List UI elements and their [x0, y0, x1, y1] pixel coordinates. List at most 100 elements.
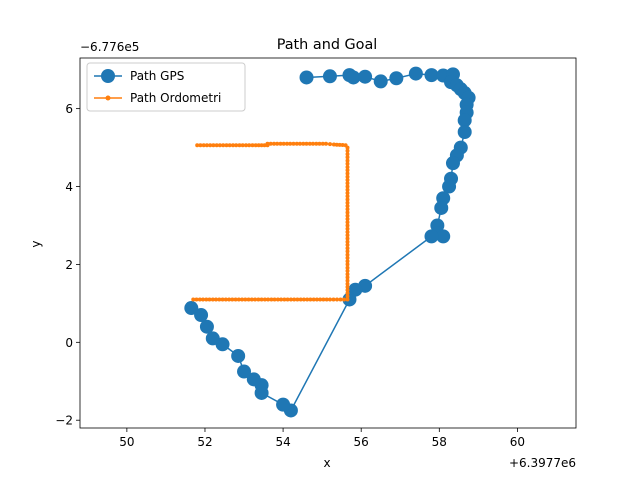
data-point: [224, 143, 229, 148]
data-point: [262, 143, 267, 148]
data-point: [335, 297, 339, 302]
y-axis: −2 0 2 4 6: [55, 102, 80, 428]
data-point: [246, 372, 261, 387]
data-point: [227, 143, 232, 148]
data-point: [194, 308, 209, 323]
data-point: [311, 141, 315, 146]
data-point: [214, 143, 219, 148]
data-point: [253, 143, 258, 148]
x-tick-label: 56: [354, 435, 369, 449]
data-point: [288, 297, 293, 302]
data-point: [345, 217, 350, 221]
data-point: [217, 297, 222, 302]
data-point: [345, 272, 350, 277]
data-point: [457, 113, 472, 128]
data-point: [442, 179, 457, 194]
data-point: [199, 319, 214, 334]
data-point: [346, 70, 361, 85]
data-point: [345, 152, 350, 157]
data-point: [322, 69, 337, 84]
data-point: [345, 226, 350, 231]
y-tick-label: 6: [65, 102, 73, 116]
y-tick-label: −2: [55, 414, 73, 428]
plot-area: [79, 57, 577, 429]
data-point: [217, 143, 222, 148]
data-point: [324, 297, 329, 302]
data-point: [278, 141, 283, 146]
data-point: [275, 141, 280, 146]
data-point: [345, 233, 350, 238]
data-point: [345, 197, 350, 202]
data-point: [345, 223, 350, 228]
data-point: [345, 178, 350, 182]
data-point: [276, 397, 291, 412]
data-point: [457, 125, 472, 139]
data-point: [340, 143, 345, 147]
data-point: [345, 255, 350, 260]
data-point: [345, 294, 350, 299]
data-point: [205, 331, 220, 346]
legend-marker-gps: [101, 69, 115, 83]
data-point: [345, 268, 350, 273]
data-point: [233, 297, 238, 302]
data-point: [345, 230, 350, 234]
y-tick-label: 4: [65, 180, 73, 194]
data-point: [285, 141, 289, 146]
data-point: [279, 297, 284, 302]
data-point: [408, 66, 423, 81]
data-point: [305, 297, 310, 302]
data-point: [223, 297, 228, 302]
chart-title: Path and Goal: [277, 37, 378, 53]
data-point: [436, 229, 451, 244]
data-point: [231, 143, 235, 148]
x-tick-label: 54: [275, 435, 290, 449]
data-point: [345, 171, 350, 176]
data-point: [198, 143, 203, 148]
data-point: [345, 220, 350, 225]
data-point: [345, 194, 350, 199]
data-point: [234, 143, 239, 148]
data-point: [240, 297, 245, 302]
data-point: [220, 297, 225, 302]
data-point: [320, 141, 325, 146]
data-point: [246, 297, 251, 302]
data-point: [345, 174, 350, 179]
x-axis: 50 52 54 56 58 60: [119, 428, 525, 449]
legend-box: [86, 62, 246, 112]
data-point: [314, 141, 319, 146]
data-point: [272, 297, 277, 302]
data-point: [201, 297, 205, 302]
data-point: [191, 297, 196, 302]
data-point: [311, 297, 316, 302]
x-offset-label: +6.3977e6: [509, 456, 576, 470]
data-point: [236, 297, 241, 302]
data-point: [243, 297, 248, 302]
data-point: [345, 275, 350, 280]
data-point: [328, 297, 332, 302]
data-point: [204, 143, 209, 148]
data-point: [208, 143, 213, 148]
data-point: [262, 297, 267, 302]
data-point: [345, 285, 350, 289]
data-point: [345, 210, 350, 215]
data-point: [345, 204, 350, 208]
data-point: [321, 297, 326, 302]
data-point: [345, 165, 350, 170]
data-point: [334, 142, 339, 147]
series-layer: [184, 66, 476, 418]
data-point: [345, 213, 350, 218]
data-point: [345, 200, 350, 205]
data-point: [345, 158, 350, 163]
data-point: [345, 239, 350, 244]
data-point: [281, 141, 286, 146]
data-point: [345, 278, 350, 283]
data-point: [237, 143, 242, 148]
data-point: [358, 69, 373, 84]
data-point: [285, 297, 290, 302]
data-point: [204, 297, 209, 302]
data-point: [231, 348, 246, 363]
data-point: [345, 246, 350, 251]
data-point: [194, 297, 199, 302]
legend-label-ordometri: Path Ordometri: [130, 91, 221, 105]
